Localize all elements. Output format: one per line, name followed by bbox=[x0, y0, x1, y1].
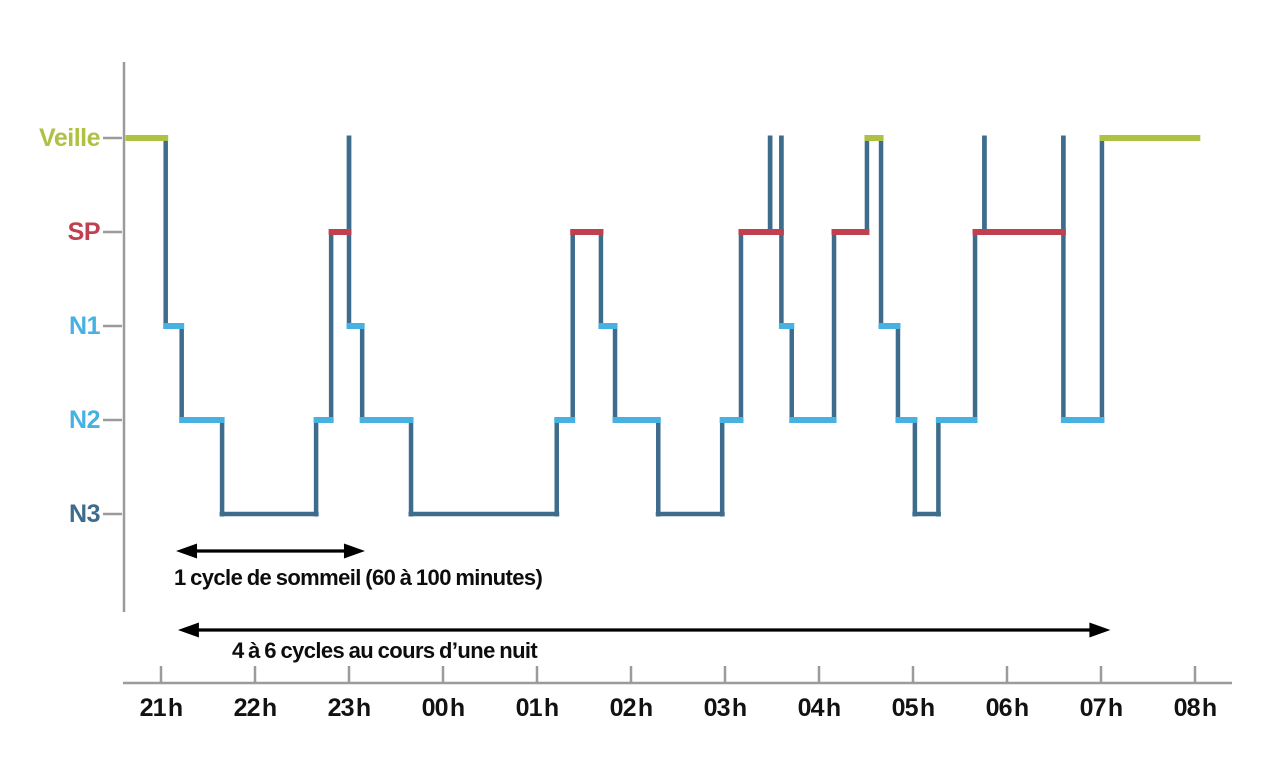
x-axis-label-23h: 23 h bbox=[327, 694, 372, 722]
x-axis-label-05h: 05 h bbox=[891, 694, 936, 722]
y-axis-label-n2: N2 bbox=[69, 406, 100, 434]
night-arrow-right-arrowhead-icon bbox=[1089, 622, 1111, 638]
x-axis-label-08h: 08 h bbox=[1173, 694, 1218, 722]
y-axis-label-veille: Veille bbox=[39, 124, 100, 152]
x-axis-label-21h: 21 h bbox=[139, 694, 184, 722]
night-arrow-left-arrowhead-icon bbox=[177, 622, 199, 638]
cycle-arrow-right-arrowhead-icon bbox=[343, 543, 365, 559]
cycle-arrow-left-arrowhead-icon bbox=[176, 543, 198, 559]
x-axis-label-03h: 03 h bbox=[703, 694, 748, 722]
x-axis-label-22h: 22 h bbox=[233, 694, 278, 722]
x-axis-label-02h: 02 h bbox=[609, 694, 654, 722]
y-axis-label-sp: SP bbox=[67, 218, 101, 246]
x-axis-label-06h: 06 h bbox=[985, 694, 1030, 722]
x-axis-label-01h: 01 h bbox=[515, 694, 560, 722]
x-axis-label-07h: 07 h bbox=[1079, 694, 1124, 722]
night-annotation-label: 4 à 6 cycles au cours d’une nuit bbox=[232, 638, 538, 663]
x-axis-label-04h: 04 h bbox=[797, 694, 842, 722]
x-axis-label-00h: 00 h bbox=[421, 694, 466, 722]
cycle-annotation-label: 1 cycle de sommeil (60 à 100 minutes) bbox=[174, 565, 543, 590]
y-axis-label-n3: N3 bbox=[69, 500, 100, 528]
y-axis-label-n1: N1 bbox=[69, 312, 100, 340]
